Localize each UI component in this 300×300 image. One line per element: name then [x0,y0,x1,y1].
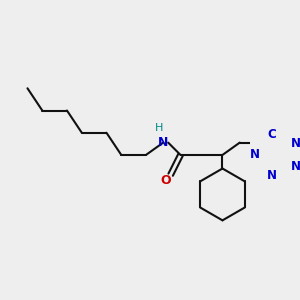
Text: O: O [160,174,171,188]
Text: N: N [267,169,277,182]
Text: C: C [268,128,276,141]
Text: H: H [155,123,164,133]
Text: N: N [250,148,260,161]
Text: N: N [158,136,168,149]
Text: N: N [291,160,300,173]
Text: N: N [291,136,300,149]
